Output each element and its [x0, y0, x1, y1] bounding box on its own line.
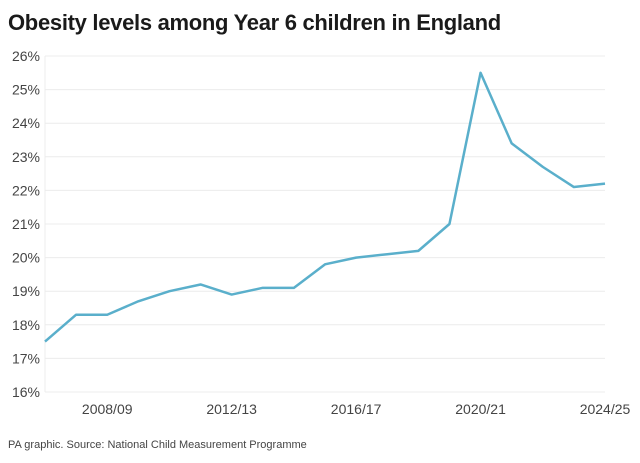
- y-tick-label: 24%: [12, 115, 40, 131]
- y-tick-label: 18%: [12, 317, 40, 333]
- y-tick-label: 17%: [12, 350, 40, 366]
- y-tick-label: 25%: [12, 82, 40, 98]
- x-tick-label: 2008/09: [82, 401, 133, 417]
- x-tick-label: 2020/21: [455, 401, 506, 417]
- y-tick-label: 23%: [12, 149, 40, 165]
- data-line: [44, 71, 606, 343]
- source-note: PA graphic. Source: National Child Measu…: [8, 439, 307, 451]
- y-tick-label: 26%: [12, 48, 40, 64]
- x-tick-label: 2012/13: [206, 401, 257, 417]
- y-tick-label: 16%: [12, 384, 40, 400]
- x-tick-label: 2016/17: [331, 401, 382, 417]
- y-tick-label: 19%: [12, 283, 40, 299]
- y-tick-label: 22%: [12, 182, 40, 198]
- y-tick-label: 21%: [12, 216, 40, 232]
- chart-title: Obesity levels among Year 6 children in …: [8, 10, 501, 35]
- y-tick-label: 20%: [12, 250, 40, 266]
- x-tick-label: 2024/25: [580, 401, 631, 417]
